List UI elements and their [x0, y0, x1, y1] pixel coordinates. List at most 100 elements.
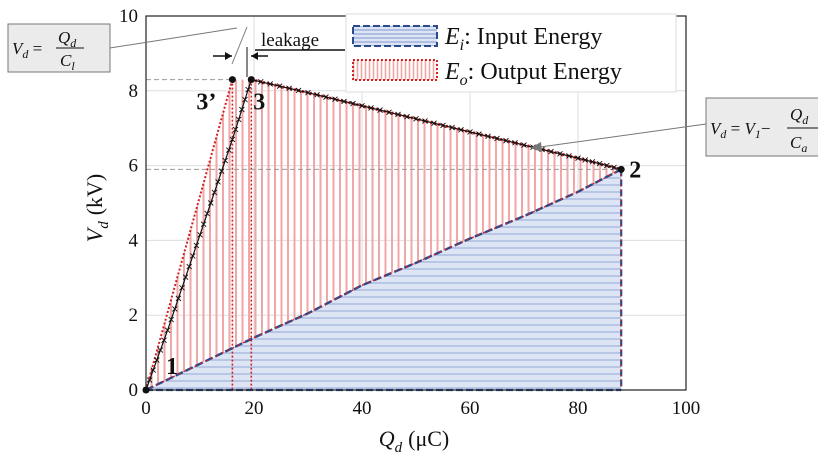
- marker-x: [503, 137, 509, 144]
- legend: Ei: Input Energy Eo: Output Energy: [345, 13, 677, 93]
- marker-x: [341, 98, 347, 105]
- marker-x: [431, 120, 437, 127]
- marker-x: [566, 153, 572, 159]
- marker-x: [235, 116, 242, 123]
- marker-x: [314, 92, 320, 98]
- marker-x: [153, 357, 160, 363]
- x-tick-label: 20: [245, 398, 264, 419]
- marker-x: [603, 162, 610, 169]
- marker-x: [485, 133, 491, 140]
- marker-x: [164, 327, 171, 333]
- point-marker-3: [247, 76, 255, 84]
- x-tick-label: 100: [672, 398, 701, 419]
- x-tick-label: 40: [353, 398, 372, 419]
- marker-x: [440, 122, 446, 129]
- x-tick-label: 0: [141, 398, 151, 419]
- marker-x: [557, 150, 563, 157]
- svg-text:Vd = V1−: Vd = V1−: [710, 119, 770, 141]
- svg-text:Vd =: Vd =: [12, 39, 42, 61]
- y-tick-label: 10: [119, 6, 138, 27]
- marker-x: [189, 253, 196, 259]
- marker-x: [458, 126, 464, 133]
- marker-x: [175, 295, 182, 302]
- point-marker-3prime: [228, 76, 236, 84]
- marker-x: [295, 87, 302, 94]
- marker-x: [575, 155, 581, 161]
- formula-box-left: Vd = Qd Cl: [7, 23, 238, 73]
- svg-text:Ca: Ca: [790, 133, 807, 155]
- series-output-boundary: [145, 79, 234, 391]
- marker-x: [494, 135, 500, 142]
- marker-x: [225, 147, 232, 153]
- marker-x: [211, 189, 218, 196]
- marker-x: [146, 377, 153, 383]
- point-label-2: 2: [629, 157, 641, 183]
- marker-x: [245, 86, 251, 93]
- x-tick-labels: 0 20 40 60 80 100: [141, 398, 700, 419]
- marker-x: [386, 109, 392, 116]
- leakage-label: leakage: [261, 30, 319, 51]
- marker-x: [200, 221, 207, 228]
- marker-x: [157, 347, 164, 353]
- legend-entry-output: Eo: Output Energy: [444, 59, 622, 89]
- marker-x: [323, 94, 329, 100]
- marker-x: [182, 274, 189, 280]
- point-label-1: 1: [166, 354, 178, 380]
- marker-x: [161, 337, 167, 343]
- marker-x: [168, 316, 175, 323]
- marker-x: [239, 106, 245, 113]
- marker-x: [582, 157, 589, 163]
- output-energy-area: [146, 79, 622, 390]
- marker-x: [395, 111, 401, 118]
- marker-x: [179, 284, 185, 291]
- marker-x: [204, 210, 211, 217]
- legend-swatch-input: [352, 25, 438, 47]
- y-tick-label: 6: [129, 156, 139, 177]
- y-tick-label: 4: [129, 230, 139, 251]
- svg-text:Qd: Qd: [58, 28, 77, 50]
- marker-x: [215, 178, 221, 185]
- y-tick-label: 0: [129, 380, 139, 401]
- state-points: 1 2 3 3’: [142, 76, 641, 394]
- marker-x: [305, 89, 311, 96]
- marker-x: [332, 96, 338, 103]
- point-label-3: 3: [253, 90, 265, 116]
- svg-text:Qd: Qd: [790, 105, 809, 127]
- marker-x: [589, 159, 596, 165]
- legend-swatch-output: [352, 59, 438, 81]
- marker-x: [512, 140, 518, 146]
- legend-entry-input: Ei: Input Energy: [444, 24, 602, 54]
- marker-x: [257, 78, 264, 85]
- marker-x: [476, 131, 482, 137]
- formula-box-right: Vd = V1− Qd Ca: [530, 97, 818, 157]
- marker-x: [377, 107, 383, 113]
- leakage-annotation: leakage: [213, 26, 345, 77]
- marker-x: [232, 126, 239, 133]
- y-tick-labels: 0 2 4 6 8 10: [119, 6, 139, 401]
- input-energy-area: [146, 169, 622, 390]
- marker-x: [242, 96, 248, 103]
- marker-x: [368, 105, 374, 111]
- marker-x: [276, 83, 283, 89]
- marker-x: [404, 113, 410, 120]
- energy-areas: [146, 79, 623, 392]
- marker-x: [521, 142, 527, 148]
- x-axis-label: Qd (μC): [379, 426, 450, 456]
- marker-x: [413, 116, 419, 122]
- marker-x: [171, 306, 178, 312]
- marker-x: [596, 160, 603, 167]
- point-marker-2: [617, 165, 625, 173]
- y-tick-label: 2: [129, 305, 139, 326]
- marker-x: [207, 200, 214, 206]
- series-lines: [143, 76, 622, 393]
- marker-x: [548, 148, 554, 155]
- point-marker-1: [142, 386, 150, 394]
- marker-x: [286, 85, 292, 92]
- marker-x: [150, 367, 157, 373]
- marker-x: [186, 263, 193, 270]
- marker-x: [359, 102, 365, 109]
- marker-x: [229, 136, 236, 143]
- x-tick-label: 60: [461, 398, 480, 419]
- marker-x: [350, 100, 356, 107]
